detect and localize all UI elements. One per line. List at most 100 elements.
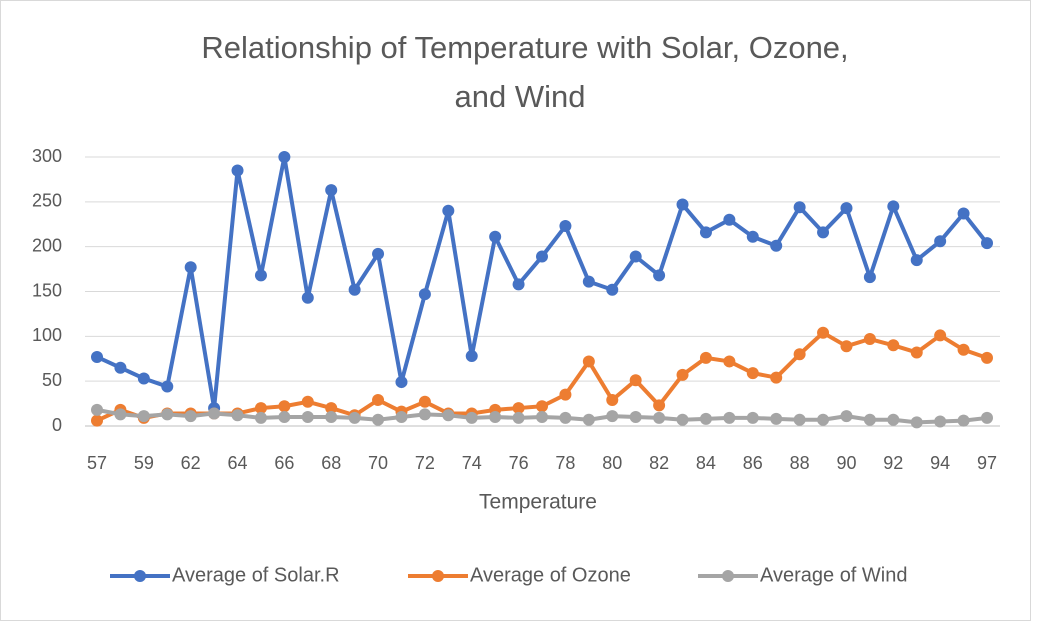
data-point [442, 409, 455, 422]
data-point [208, 407, 221, 420]
data-point [629, 374, 642, 387]
y-tick-label: 50 [42, 370, 62, 390]
data-point [395, 411, 408, 424]
x-tick-label: 82 [649, 453, 669, 473]
data-point [606, 283, 619, 296]
data-point [301, 411, 314, 424]
data-point [981, 237, 993, 250]
data-point [863, 271, 876, 284]
legend-label: Average of Ozone [470, 564, 631, 586]
data-point [278, 151, 291, 163]
data-point [254, 402, 267, 415]
x-tick-label: 76 [509, 453, 529, 473]
data-point [91, 414, 103, 427]
data-point [536, 250, 548, 263]
data-point [582, 275, 595, 288]
legend-label: Average of Solar.R [172, 564, 340, 586]
data-point [161, 408, 174, 421]
data-point [512, 411, 525, 424]
x-tick-label: 88 [790, 453, 810, 473]
data-point [489, 230, 502, 243]
data-point [348, 411, 361, 424]
data-point [653, 411, 666, 424]
data-point [746, 230, 759, 243]
x-tick-label: 92 [883, 453, 903, 473]
data-point [840, 340, 853, 353]
data-point [699, 351, 712, 364]
data-point [981, 411, 993, 424]
data-point [325, 411, 338, 424]
data-point [91, 350, 103, 363]
x-tick-label: 59 [134, 453, 154, 473]
data-point [957, 343, 970, 356]
data-point [254, 269, 267, 282]
x-tick-label: 66 [274, 453, 294, 473]
data-point [372, 413, 385, 426]
data-point [817, 226, 830, 239]
data-point [325, 402, 338, 415]
data-point [418, 288, 431, 301]
x-tick-label: 74 [462, 453, 482, 473]
data-point [723, 213, 736, 226]
data-point [606, 410, 619, 423]
data-point [676, 413, 689, 426]
x-tick-label: 80 [602, 453, 622, 473]
data-point [910, 254, 923, 267]
x-tick-label: 64 [228, 453, 248, 473]
data-point [910, 416, 923, 429]
data-point [184, 261, 197, 274]
data-point [699, 412, 712, 425]
data-point [395, 376, 408, 389]
data-point [676, 368, 689, 381]
data-point [746, 411, 759, 424]
x-tick-label: 84 [696, 453, 716, 473]
y-tick-label: 150 [32, 280, 62, 300]
x-tick-label: 86 [743, 453, 763, 473]
data-point [559, 388, 572, 401]
data-point [934, 235, 947, 248]
data-point [676, 198, 689, 211]
data-point [114, 408, 127, 421]
x-tick-label: 70 [368, 453, 388, 473]
data-point [254, 411, 267, 424]
x-tick-label: 97 [977, 453, 997, 473]
data-point [934, 329, 947, 342]
data-point [723, 411, 736, 424]
data-point [887, 339, 900, 352]
data-point [629, 411, 642, 424]
data-point [887, 200, 900, 213]
data-point [582, 413, 595, 426]
data-point [582, 355, 595, 368]
data-point [442, 204, 455, 217]
x-tick-label: 57 [87, 453, 107, 473]
data-point [184, 410, 197, 423]
data-point [770, 239, 783, 252]
data-point [161, 380, 174, 393]
data-point [418, 395, 431, 408]
data-point [746, 367, 759, 380]
x-tick-label: 90 [836, 453, 856, 473]
data-point [465, 411, 478, 424]
data-point [325, 184, 338, 197]
data-point [559, 411, 572, 424]
data-point [981, 351, 993, 364]
data-point [348, 283, 361, 296]
data-point [512, 402, 525, 415]
data-point [793, 348, 806, 361]
data-point [301, 395, 314, 408]
legend-marker [722, 570, 734, 582]
data-point [793, 201, 806, 214]
data-point [278, 411, 291, 424]
data-point [863, 413, 876, 426]
data-point [489, 411, 502, 424]
chart-title: Relationship of Temperature with Solar, … [201, 30, 848, 65]
legend-marker [432, 570, 444, 582]
data-point [231, 164, 244, 177]
data-point [887, 413, 900, 426]
data-point [817, 413, 830, 426]
data-point [301, 291, 314, 304]
data-point [606, 393, 619, 406]
